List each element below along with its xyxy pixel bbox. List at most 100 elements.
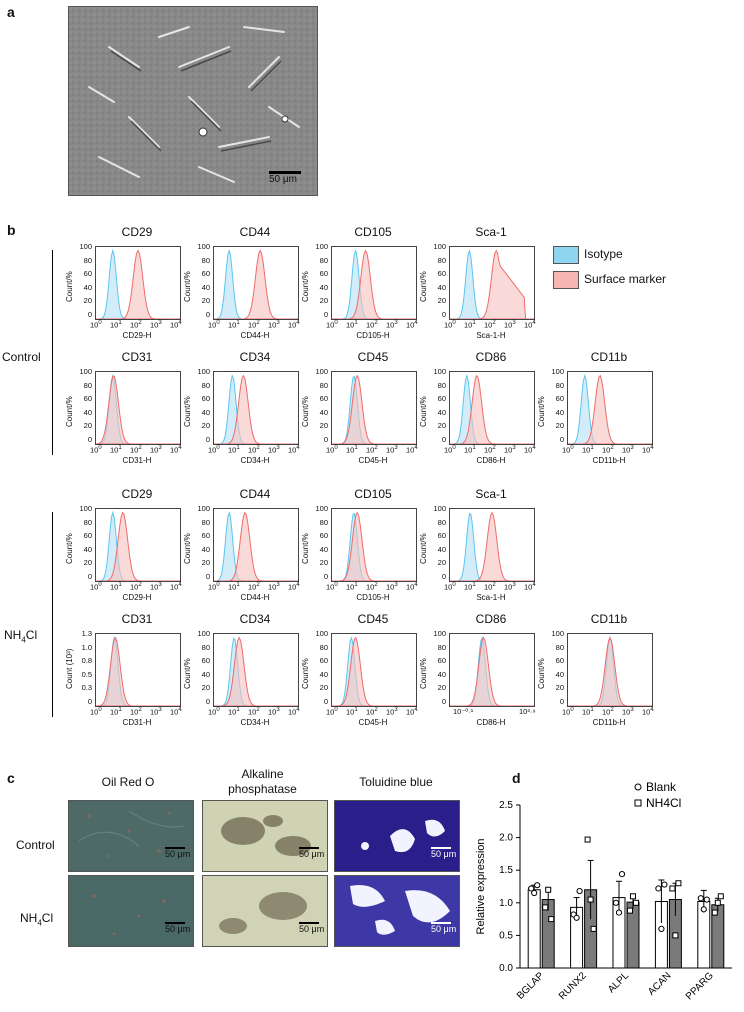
- data-point: [661, 881, 668, 888]
- oil-red-o-nh4cl-image: 50 μm: [68, 875, 194, 947]
- x-tick: 104: [170, 445, 182, 455]
- data-point: [545, 886, 552, 893]
- y-axis-label: Count/%: [301, 271, 310, 302]
- y-tick: 20: [319, 683, 328, 693]
- x-tick: 100: [326, 320, 338, 330]
- y-tick: 60: [201, 269, 210, 279]
- control-row1-title-2: CD105: [354, 225, 392, 239]
- y-tick: 1.3: [81, 629, 92, 638]
- x-tick: 102: [366, 582, 378, 592]
- x-tick: 103: [268, 707, 280, 717]
- x-tick: 104: [288, 707, 300, 717]
- data-point: [528, 885, 535, 892]
- y-tick: 40: [83, 282, 92, 292]
- y-tick: 100: [433, 504, 446, 513]
- y-tick: 80: [555, 642, 564, 652]
- nh4cl-row2-title-2: CD45: [357, 612, 389, 626]
- y-tick: 100: [79, 367, 92, 376]
- data-point: [658, 925, 665, 932]
- nh4cl-row1-x-label-3: Sca-1-H: [476, 593, 506, 602]
- y-tick: 80: [83, 517, 92, 527]
- control-row2-title-3: CD86: [475, 350, 507, 364]
- nh4cl-row2-histogram-0: [95, 633, 181, 707]
- y-tick-label: 0.5: [499, 930, 513, 941]
- y-tick: 40: [437, 669, 446, 679]
- nh4cl-row1-title-1: CD44: [239, 487, 271, 501]
- data-point: [534, 882, 541, 889]
- y-tick: 0.8: [81, 656, 92, 666]
- y-tick: 100: [197, 242, 210, 251]
- y-axis-label: Count/%: [183, 271, 192, 302]
- legend-blank-marker: [634, 783, 642, 791]
- y-tick: 0: [87, 572, 92, 581]
- y-tick: 1.0: [81, 642, 92, 652]
- y-tick: 80: [83, 255, 92, 265]
- data-point: [700, 906, 707, 913]
- y-tick: 20: [437, 421, 446, 431]
- x-tick: 102: [248, 445, 260, 455]
- nh4cl-row2-histogram-1: [213, 633, 299, 707]
- y-axis-label: Count/%: [183, 658, 192, 689]
- y-axis-label: Count/%: [183, 533, 192, 564]
- control-row2-title-1: CD34: [239, 350, 271, 364]
- x-tick: 103: [150, 445, 162, 455]
- nh4cl-row1-x-label-2: CD105-H: [356, 593, 390, 602]
- nh4cl-row2-x-label-0: CD31-H: [122, 718, 152, 727]
- x-tick: 101: [464, 582, 476, 592]
- x-tick: 102: [248, 582, 260, 592]
- nh4cl-row1-x-label-1: CD44-H: [240, 593, 270, 602]
- control-row2-histogram-3: [449, 371, 535, 445]
- group-label-control: Control: [2, 350, 41, 364]
- x-tick: 102: [130, 707, 142, 717]
- data-point: [587, 896, 594, 903]
- category-label: RUNX2: [557, 970, 589, 1002]
- x-tick: 101: [110, 582, 122, 592]
- x-tick: 100: [208, 320, 220, 330]
- y-tick: 80: [319, 517, 328, 527]
- nh4cl-row2-x-label-3: CD86-H: [476, 718, 506, 727]
- legend-blank-label: Blank: [646, 780, 677, 794]
- nh4cl-row1-histogram-0: [95, 508, 181, 582]
- data-point: [612, 899, 620, 906]
- scale-bar-label: 50 μm: [269, 174, 297, 185]
- y-tick: 40: [437, 282, 446, 292]
- data-point: [573, 914, 580, 921]
- x-tick: 103: [504, 445, 516, 455]
- y-tick: 0: [205, 435, 210, 444]
- nh4cl-row2-title-3: CD86: [475, 612, 507, 626]
- y-tick: 40: [319, 544, 328, 554]
- x-tick: 100: [90, 707, 102, 717]
- y-axis-label: Count/%: [537, 658, 546, 689]
- x-tick: 103: [386, 707, 398, 717]
- legend-nh4cl-label: NH4Cl: [646, 796, 681, 810]
- oil-red-o-control-image: 50 μm: [68, 800, 194, 872]
- y-tick: 0: [559, 697, 564, 706]
- y-tick: 0.5: [81, 669, 92, 679]
- x-tick: 102: [366, 707, 378, 717]
- x-tick: 104: [524, 320, 536, 330]
- nh4cl-row2-x-label-2: CD45-H: [358, 718, 388, 727]
- y-tick: 0.3: [81, 683, 92, 693]
- data-point: [714, 899, 721, 906]
- y-tick: 60: [83, 269, 92, 279]
- category-label: BGLAP: [515, 970, 547, 1002]
- y-tick: 0: [441, 310, 446, 319]
- nh4cl-row2-histogram-3: [449, 633, 535, 707]
- x-tick: 103: [504, 582, 516, 592]
- y-tick-label: 1.5: [499, 865, 513, 876]
- y-tick: 40: [437, 407, 446, 417]
- data-point: [697, 895, 704, 902]
- y-tick: 20: [83, 421, 92, 431]
- y-tick: 40: [555, 407, 564, 417]
- x-tick: 103: [150, 582, 162, 592]
- y-tick: 100: [315, 242, 328, 251]
- x-tick: 100: [90, 582, 102, 592]
- x-tick: 102: [484, 445, 496, 455]
- control-row2-x-label-4: CD11b-H: [592, 456, 626, 465]
- y-tick: 80: [437, 642, 446, 652]
- category-label: ALPL: [606, 970, 631, 995]
- x-tick: 104: [524, 582, 536, 592]
- x-tick: 102: [130, 320, 142, 330]
- x-tick: 10³·⁹: [519, 707, 536, 716]
- y-tick: 80: [201, 517, 210, 527]
